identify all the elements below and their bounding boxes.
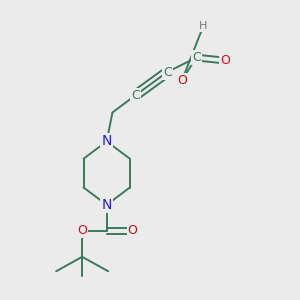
Text: N: N [101,198,112,212]
Text: O: O [77,224,87,237]
Text: N: N [101,134,112,148]
Text: C: C [163,66,172,79]
Text: O: O [177,74,187,87]
Text: C: C [192,51,201,64]
Text: H: H [199,21,208,31]
Text: O: O [220,54,230,67]
Text: O: O [128,224,138,237]
Text: C: C [131,89,140,102]
